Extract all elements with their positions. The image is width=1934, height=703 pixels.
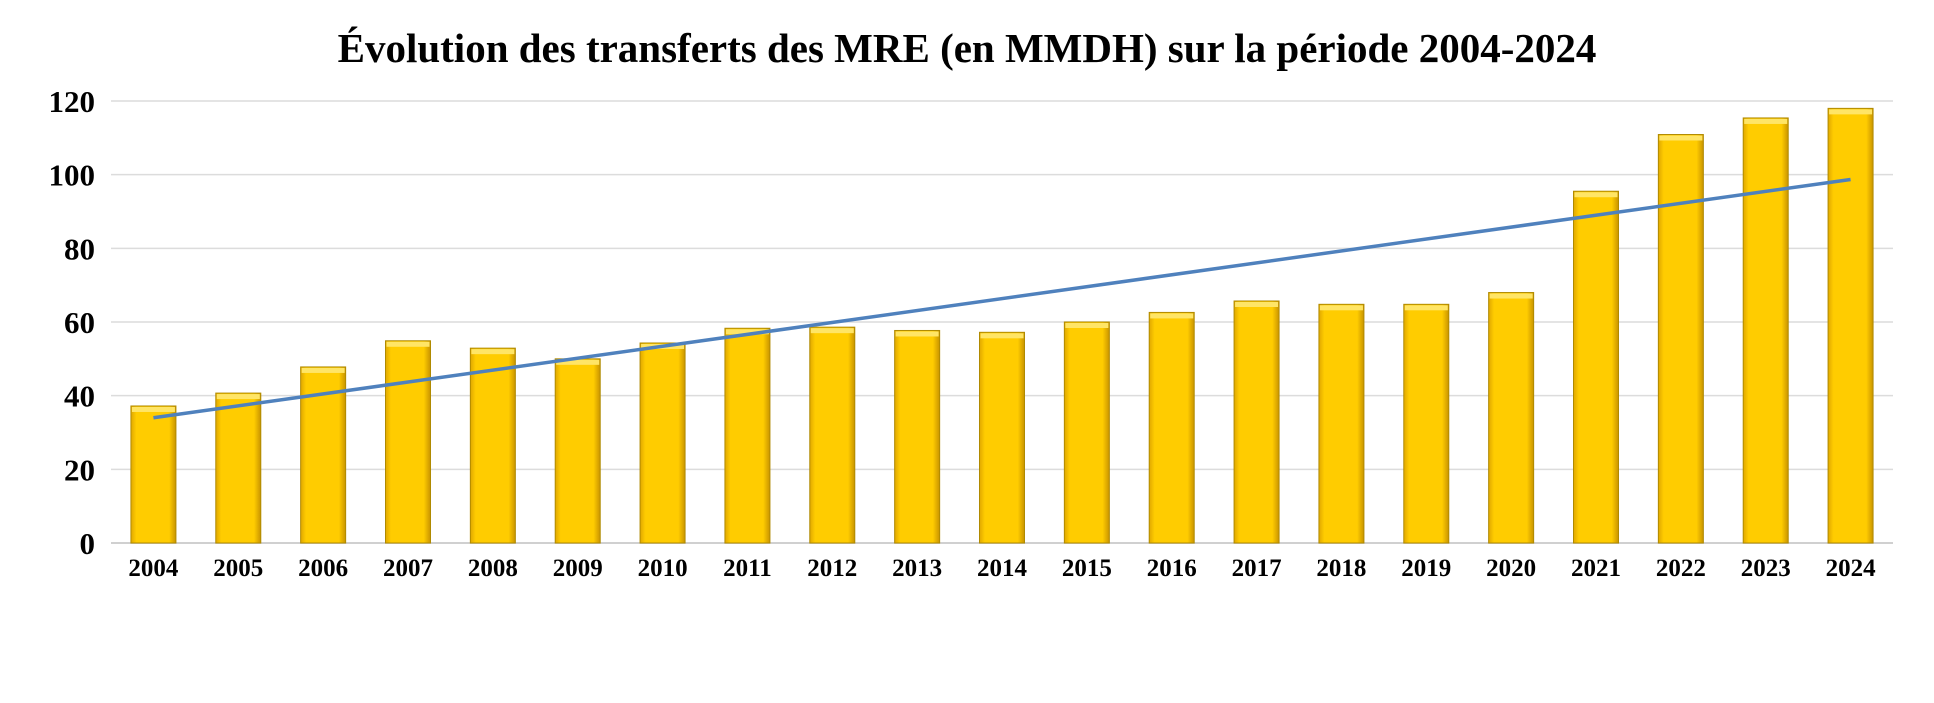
- bar-2005: [215, 392, 262, 544]
- y-tick-label: 120: [49, 84, 96, 119]
- bar-bevel: [471, 349, 515, 355]
- bar-bevel: [1065, 323, 1109, 328]
- bar-2006: [300, 366, 347, 544]
- bar-2019: [1403, 303, 1450, 544]
- bar-2016: [1148, 311, 1195, 544]
- x-tick-label: 2020: [1486, 555, 1536, 582]
- bar-2012: [809, 326, 856, 544]
- x-tick-label: 2013: [892, 555, 942, 582]
- y-tick-label: 20: [64, 452, 95, 487]
- bar-bevel: [216, 394, 260, 400]
- x-tick-label: 2005: [213, 555, 263, 582]
- bar-bevel: [725, 329, 769, 335]
- bar-2011: [724, 327, 771, 544]
- x-tick-label: 2017: [1232, 555, 1282, 582]
- x-tick-label: 2014: [977, 555, 1028, 582]
- bar-bevel: [1319, 305, 1363, 311]
- bar-2018: [1318, 303, 1365, 544]
- x-tick-label: 2006: [298, 555, 348, 582]
- bar-2015: [1063, 321, 1110, 544]
- bar-2023: [1742, 117, 1789, 544]
- bar-bevel: [556, 359, 600, 365]
- x-tick-label: 2015: [1062, 555, 1112, 582]
- bar-bevel: [131, 406, 175, 412]
- x-tick-label: 2019: [1401, 555, 1451, 582]
- x-tick-label: 2022: [1656, 555, 1706, 582]
- y-tick-label: 80: [64, 231, 95, 266]
- bar-2009: [554, 358, 601, 544]
- bar-2007: [385, 340, 431, 544]
- x-tick-label: 2007: [383, 555, 433, 582]
- bar-bevel: [1574, 192, 1618, 198]
- bar-2014: [979, 331, 1025, 544]
- bar-2020: [1488, 292, 1535, 544]
- bar-bevel: [980, 333, 1024, 339]
- chart-title: Évolution des transferts des MRE (en MMD…: [338, 25, 1597, 71]
- bar-2022: [1657, 134, 1704, 544]
- y-tick-label: 40: [64, 379, 95, 414]
- y-tick-label: 0: [80, 526, 96, 561]
- bar-bevel: [301, 367, 345, 373]
- bar-2008: [469, 347, 516, 544]
- x-tick-label: 2016: [1147, 555, 1197, 582]
- x-tick-label: 2023: [1741, 555, 1791, 582]
- bar-bevel: [1235, 302, 1279, 308]
- bar-bevel: [810, 328, 854, 334]
- x-tick-label: 2009: [553, 555, 603, 582]
- y-tick-label: 100: [49, 158, 96, 193]
- bar-bevel: [1489, 293, 1533, 299]
- bar-bevel: [386, 341, 430, 347]
- x-tick-label: 2010: [638, 555, 688, 582]
- bar-2024: [1827, 107, 1874, 544]
- bar-bevel: [895, 331, 939, 337]
- bar-bevel: [1150, 313, 1194, 319]
- x-tick-label: 2012: [807, 555, 857, 582]
- bar-2010: [639, 342, 686, 544]
- bar-bevel: [1829, 109, 1873, 115]
- trendline: [153, 177, 1851, 420]
- bar-2021: [1573, 190, 1619, 544]
- x-tick-label: 2011: [723, 555, 772, 582]
- x-tick-label: 2018: [1316, 555, 1366, 582]
- x-tick-label: 2008: [468, 555, 518, 582]
- y-tick-label: 60: [64, 305, 95, 340]
- x-tick-label: 2021: [1571, 555, 1621, 582]
- bar-bevel: [1659, 135, 1703, 141]
- x-tick-label: 2004: [128, 555, 179, 582]
- bar-bevel: [1744, 118, 1788, 124]
- bar-2004: [130, 405, 177, 544]
- bar-2013: [894, 329, 941, 544]
- bar-2017: [1233, 300, 1280, 544]
- bar-bevel: [1404, 305, 1448, 311]
- x-tick-label: 2024: [1826, 555, 1877, 582]
